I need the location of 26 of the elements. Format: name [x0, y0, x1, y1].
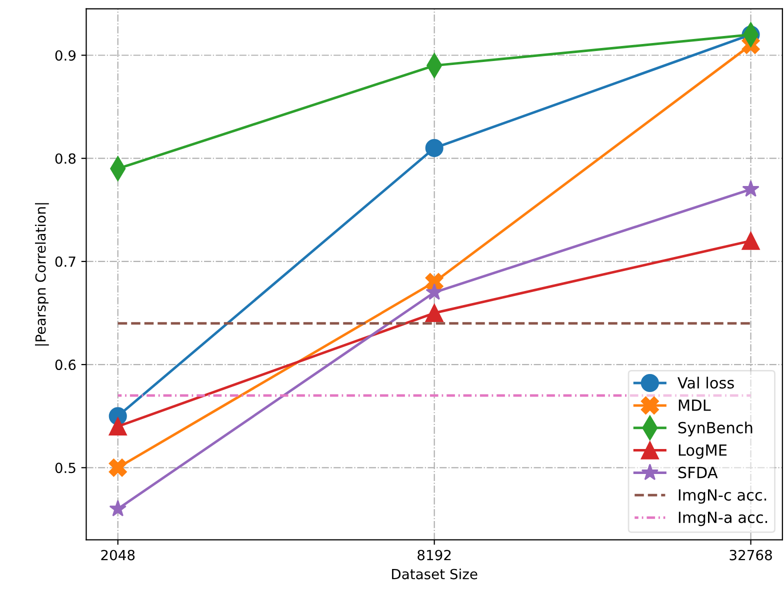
y-tick-label: 0.7: [55, 256, 76, 267]
point: [426, 283, 443, 300]
legend-label: SynBench: [678, 422, 752, 436]
x-axis-title: Dataset Size: [392, 568, 478, 580]
legend-label: LogME: [678, 444, 727, 459]
y-tick-label: 0.6: [55, 360, 76, 370]
y-tick-label: 0.8: [55, 153, 76, 164]
y-tick-label: 0.9: [55, 50, 76, 61]
x-tick-label: 32768: [730, 550, 772, 560]
x-tick-label: 2048: [101, 550, 135, 560]
point: [108, 458, 127, 477]
point: [109, 500, 126, 516]
y-axis-title: |Pearspn Correlation|: [34, 203, 49, 346]
point: [425, 273, 444, 292]
legend-label: SFDA: [678, 466, 718, 478]
legend-label: MDL: [678, 400, 711, 411]
point: [425, 139, 444, 158]
point: [108, 417, 127, 436]
point: [742, 232, 760, 250]
x-tick-label: 8192: [418, 550, 451, 560]
legend-label: ImgN-c acc.: [678, 489, 766, 504]
y-tick-label: 0.5: [55, 462, 76, 474]
legend-label: ImgN-a acc.: [678, 512, 768, 526]
legend-label: Val loss: [678, 376, 734, 389]
point: [742, 180, 760, 197]
point: [425, 304, 444, 322]
